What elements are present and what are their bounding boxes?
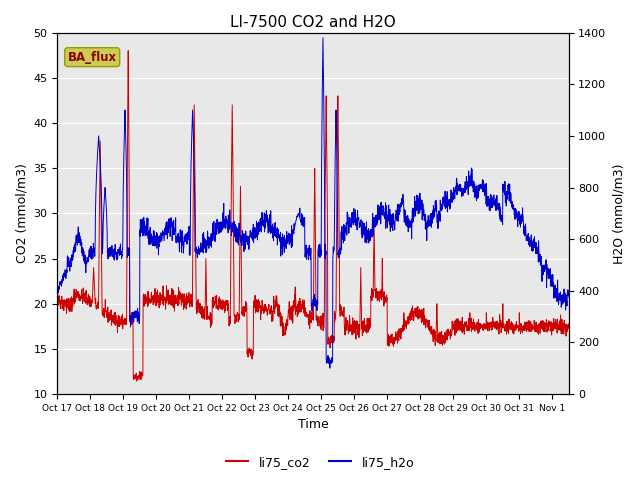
Y-axis label: H2O (mmol/m3): H2O (mmol/m3) [612,163,625,264]
li75_h2o [54,290,61,296]
li75_h2o [319,35,327,41]
li75_co2 [481,325,488,331]
Title: LI-7500 CO2 and H2O: LI-7500 CO2 and H2O [230,15,396,30]
li75_h2o [510,206,518,212]
li75_h2o [326,365,333,371]
li75_co2 [510,324,518,329]
li75_h2o [220,225,228,231]
Text: BA_flux: BA_flux [68,50,116,64]
Legend: li75_co2, li75_h2o: li75_co2, li75_h2o [221,451,419,474]
li75_h2o [574,301,582,307]
li75_h2o [353,227,361,233]
Line: li75_co2: li75_co2 [58,50,585,381]
X-axis label: Time: Time [298,419,328,432]
li75_co2 [54,292,61,298]
li75_co2 [581,325,589,331]
li75_h2o [106,249,114,255]
li75_co2 [353,325,361,331]
li75_h2o [581,289,589,295]
li75_co2 [132,378,140,384]
li75_co2 [124,48,132,53]
Line: li75_h2o: li75_h2o [58,38,585,368]
Y-axis label: CO2 (mmol/m3): CO2 (mmol/m3) [15,163,28,263]
li75_h2o [481,184,488,190]
li75_co2 [221,305,228,311]
li75_co2 [106,317,114,323]
li75_co2 [574,320,582,326]
